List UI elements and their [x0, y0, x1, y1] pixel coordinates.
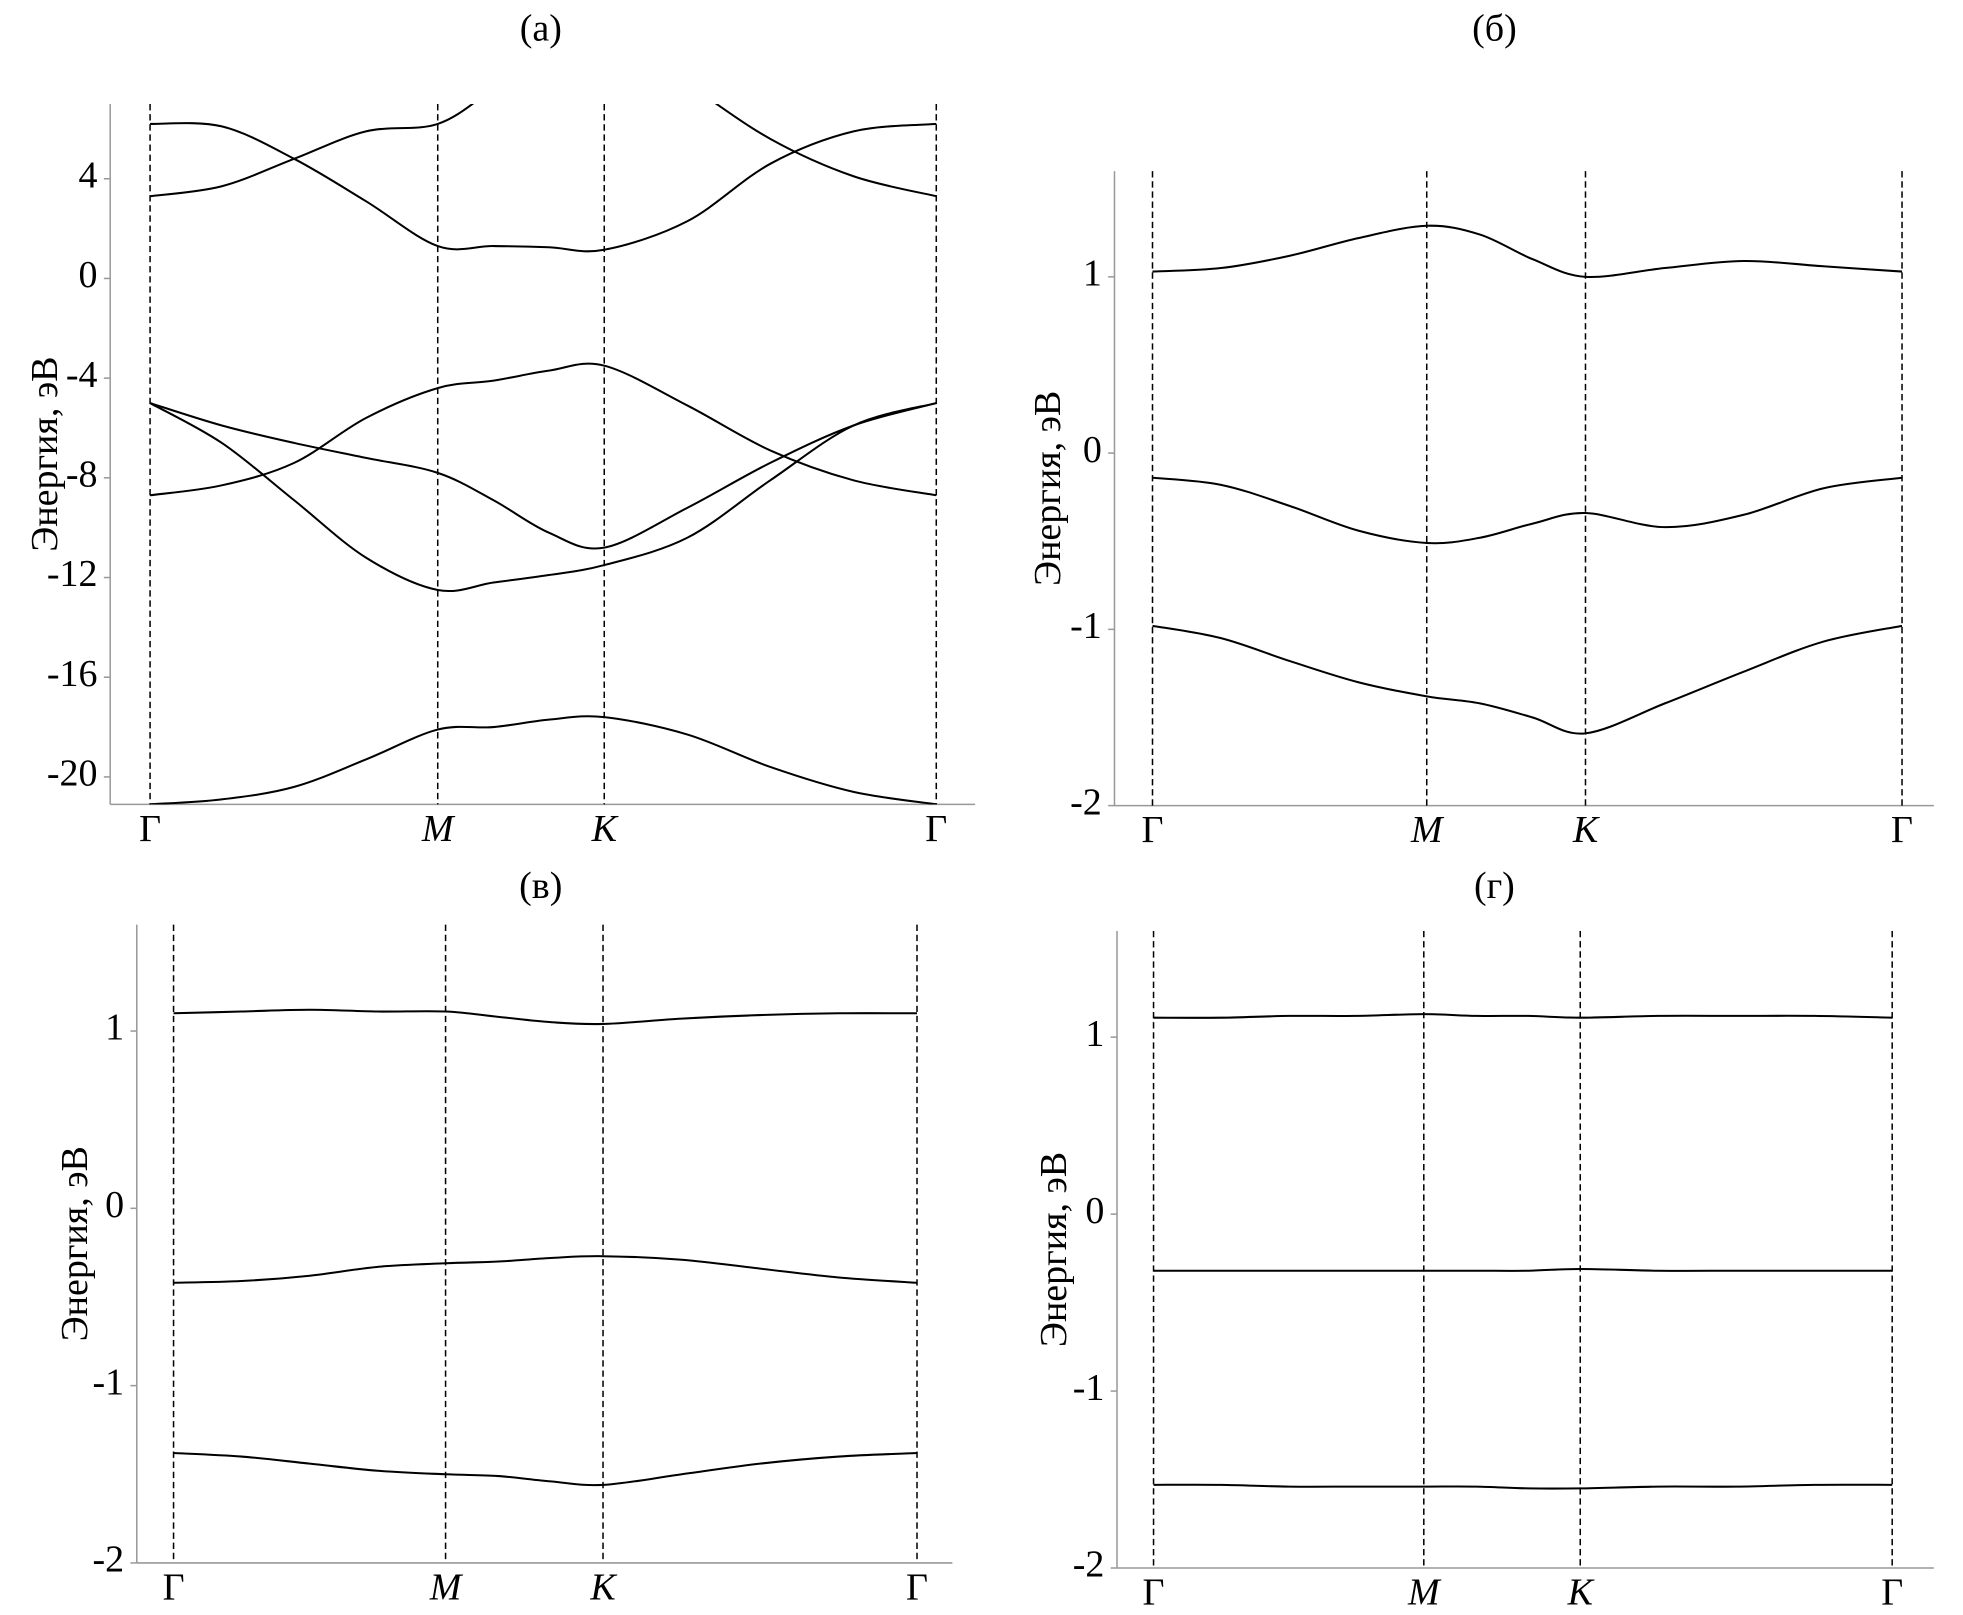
- band-line: [1153, 1267, 1893, 1272]
- x-tick-label: Γ: [1143, 1572, 1165, 1614]
- panel-title: (в): [519, 865, 562, 907]
- y-tick-label: 0: [105, 1184, 124, 1226]
- y-tick-label: 0: [79, 254, 98, 296]
- y-tick-label: 1: [105, 1007, 124, 1049]
- y-tick-label: 1: [1085, 1013, 1104, 1055]
- band-line: [1152, 224, 1903, 279]
- band-line: [1153, 1483, 1893, 1490]
- band-line: [150, 122, 937, 253]
- band-line: [1152, 624, 1903, 735]
- panel-title: (а): [520, 8, 562, 50]
- x-tick-label: M: [1407, 1572, 1442, 1614]
- panel: (г) Энергия, эВ 1 0 -1 -2 Γ M K Γ: [1033, 865, 1934, 1614]
- y-tick-label: -20: [47, 753, 98, 795]
- x-tick-label: M: [1410, 809, 1445, 851]
- y-axis-label: Энергия, эВ: [24, 357, 66, 552]
- band-line: [173, 1008, 918, 1026]
- y-tick-label: -12: [47, 553, 98, 595]
- y-tick-label: -1: [92, 1361, 124, 1403]
- x-tick-label: K: [589, 1567, 617, 1609]
- x-tick-label: Γ: [139, 808, 161, 850]
- y-axis-label: Энергия, эВ: [1027, 391, 1069, 586]
- x-tick-label: Γ: [925, 808, 947, 850]
- band-line: [149, 715, 937, 805]
- x-tick-label: Γ: [906, 1567, 928, 1609]
- x-tick-label: Γ: [1881, 1572, 1903, 1614]
- y-axis-label: Энергия, эВ: [1033, 1152, 1075, 1347]
- band-line: [173, 1451, 918, 1487]
- x-tick-label: M: [429, 1567, 464, 1609]
- panel-title: (г): [1474, 865, 1515, 907]
- y-tick-label: -4: [66, 354, 98, 396]
- panel: (в) Энергия, эВ 1 0 -1 -2 Γ M K Γ: [54, 865, 953, 1609]
- y-tick-label: -2: [1073, 1544, 1105, 1586]
- y-axis-label: Энергия, эВ: [54, 1146, 96, 1341]
- y-tick-label: -8: [66, 454, 98, 496]
- y-tick-label: 0: [1085, 1190, 1104, 1232]
- y-tick-label: -2: [92, 1539, 124, 1581]
- band-line: [173, 1255, 918, 1284]
- band-line: [1153, 1013, 1893, 1019]
- band-line: [149, 402, 937, 592]
- y-tick-label: -1: [1070, 605, 1102, 647]
- panel: (а) Энергия, эВ 4 0 -4 -8 -12 -16 -20 Γ M K Γ: [24, 8, 976, 850]
- x-tick-label: Γ: [163, 1567, 185, 1609]
- y-tick-label: -16: [47, 653, 98, 695]
- y-tick-label: -2: [1070, 781, 1102, 823]
- x-tick-label: Γ: [1142, 809, 1164, 851]
- y-tick-label: 4: [79, 154, 98, 196]
- band-line: [1152, 476, 1903, 545]
- panel-title: (б): [1472, 8, 1517, 50]
- x-tick-label: M: [421, 808, 456, 850]
- band-line: [149, 103, 937, 198]
- y-tick-label: -1: [1073, 1367, 1105, 1409]
- band-line: [149, 402, 937, 550]
- x-tick-label: K: [591, 808, 619, 850]
- x-tick-label: K: [1572, 809, 1600, 851]
- band-line: [149, 362, 937, 497]
- y-tick-label: 1: [1083, 253, 1102, 295]
- panel: (б) Энергия, эВ 1 0 -1 -2 Γ M K Γ: [1027, 8, 1934, 851]
- y-tick-label: 0: [1083, 429, 1102, 471]
- x-tick-label: Γ: [1891, 809, 1913, 851]
- x-tick-label: K: [1567, 1572, 1595, 1614]
